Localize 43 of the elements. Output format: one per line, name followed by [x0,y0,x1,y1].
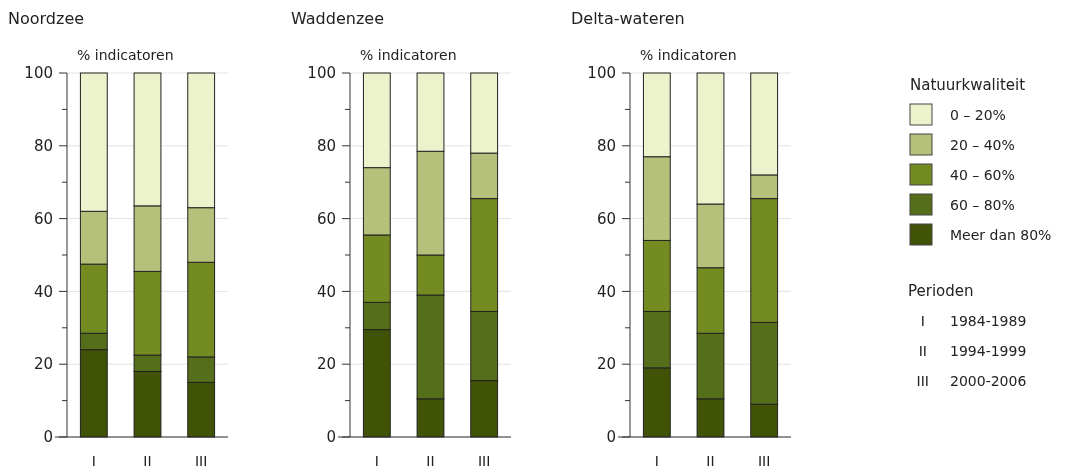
y-tick-label: 20 [596,355,616,374]
chart-title: Noordzee [8,9,85,28]
legend-label: 20 – 40% [950,136,1015,153]
y-tick-label: 60 [316,209,336,228]
y-tick-label: 100 [24,64,53,83]
y-tick-label: 100 [587,64,616,83]
y-tick-label: 60 [33,209,53,228]
legend-label: 0 – 20% [950,106,1006,123]
y-tick-label: 0 [326,428,336,447]
chart-title: Delta-wateren [571,9,685,28]
x-tick-label: II [426,453,435,469]
y-tick-label: 0 [43,428,53,447]
legend-label: 60 – 80% [950,196,1015,213]
y-tick-label: 80 [596,137,616,156]
x-tick-label: III [757,453,771,469]
x-tick-label: I [91,453,96,469]
legend-label: Meer dan 80% [950,226,1052,243]
x-tick-label: I [374,453,379,469]
text: III 2000-2006 [916,373,1027,389]
chart-title: Waddenzee [291,9,384,28]
y-tick-label: 20 [316,355,336,374]
y-axis-title: % indicatoren [77,47,174,63]
y-tick-label: 80 [316,137,336,156]
text: Perioden [908,282,974,300]
legend-title: Natuurkwaliteit [910,76,1026,94]
y-tick-label: 40 [316,282,336,301]
y-tick-label: 20 [33,355,53,374]
y-axis-title: % indicatoren [360,47,457,63]
y-tick-label: 80 [33,137,53,156]
text: I 1984-1989 [920,313,1027,329]
x-tick-label: I [654,453,659,469]
y-tick-label: 100 [307,64,336,83]
y-tick-label: 40 [33,282,53,301]
x-tick-label: III [194,453,208,469]
text: II 1994-1999 [918,343,1027,359]
x-tick-label: II [706,453,715,469]
x-tick-label: III [477,453,491,469]
y-tick-label: 60 [596,209,616,228]
y-tick-label: 0 [606,428,616,447]
legend-label: 40 – 60% [950,166,1015,183]
x-tick-label: II [143,453,152,469]
y-axis-title: % indicatoren [640,47,737,63]
y-tick-label: 40 [596,282,616,301]
